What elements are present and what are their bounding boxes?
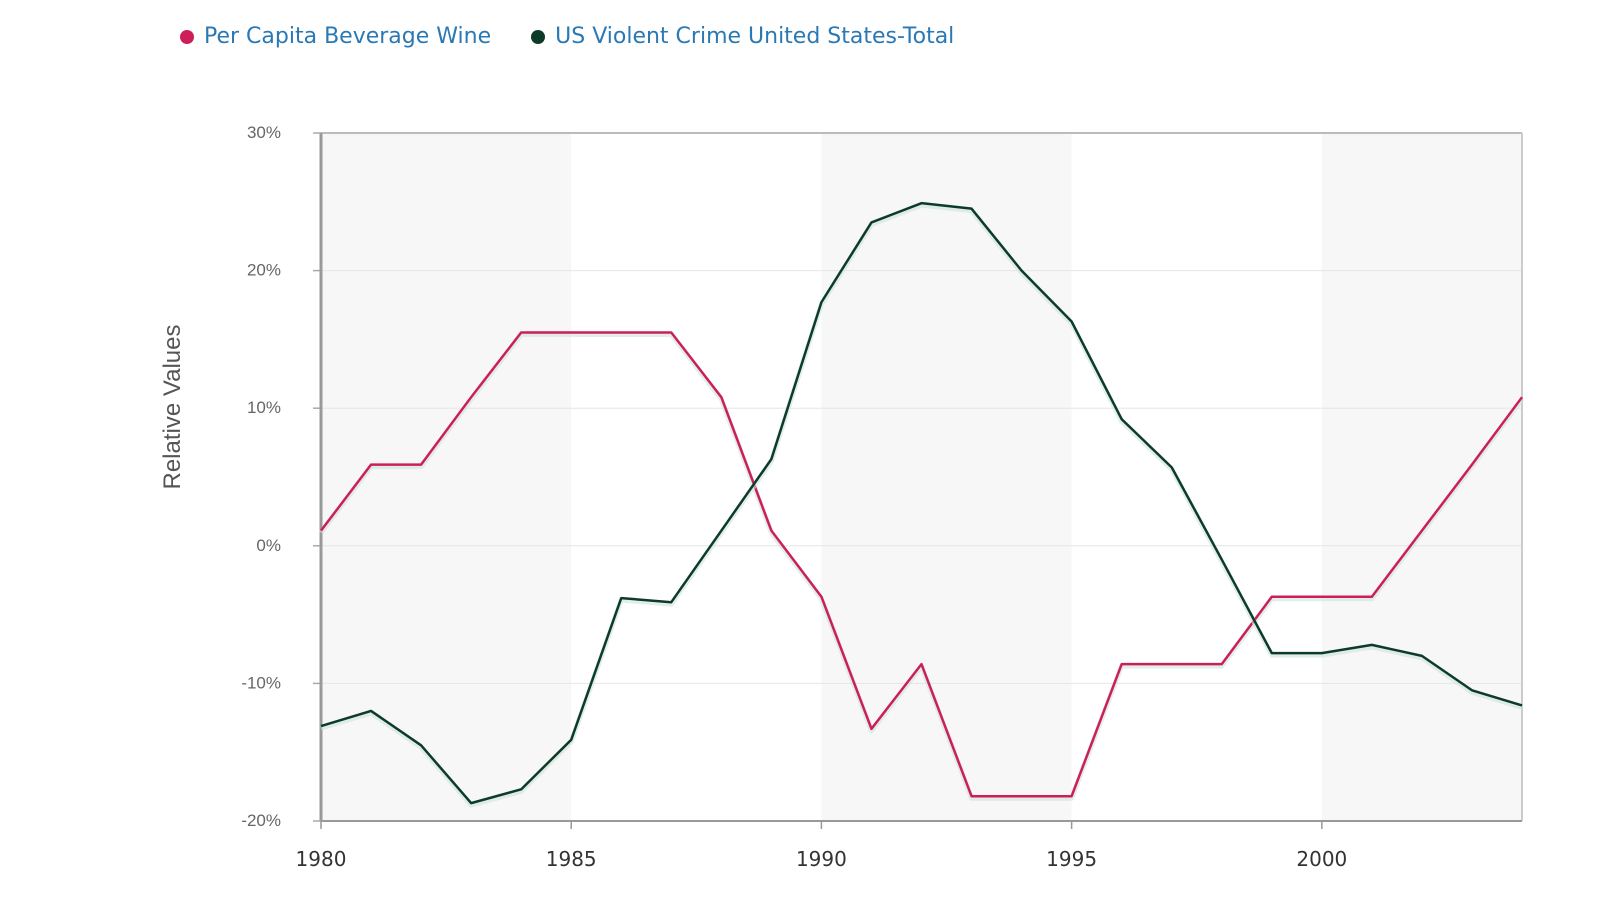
y-tick-label: 10% [247, 398, 281, 417]
legend-label: US Violent Crime United States-Total [555, 24, 955, 49]
y-tick-label: 20% [247, 261, 281, 280]
legend-label: Per Capita Beverage Wine [204, 24, 492, 49]
legend-dot-icon [180, 29, 194, 44]
y-tick-label: 0% [256, 536, 281, 555]
series-line-0 [320, 331, 1524, 798]
y-tick-label: 30% [247, 123, 281, 142]
plot-band [821, 133, 1072, 821]
x-tick-label: 1990 [796, 847, 847, 871]
series-shadow [320, 202, 1523, 808]
legend-dot-icon [531, 29, 546, 44]
y-tick-label: -20% [241, 811, 281, 830]
legend: Per Capita Beverage Wine US Violent Crim… [180, 24, 954, 49]
x-tick-label: 1995 [1046, 847, 1097, 871]
legend-item-crime[interactable]: US Violent Crime United States-Total [531, 24, 954, 49]
plot-band [1321, 133, 1522, 821]
series-line-1 [320, 201, 1523, 805]
y-tick-label: -10% [241, 673, 281, 692]
x-tick-label: 2000 [1296, 847, 1347, 871]
y-axis-label: Relative Values [159, 325, 186, 490]
x-tick-label: 1985 [546, 847, 597, 871]
x-tick-label: 1980 [296, 847, 347, 871]
legend-item-wine[interactable]: Per Capita Beverage Wine [180, 24, 491, 49]
